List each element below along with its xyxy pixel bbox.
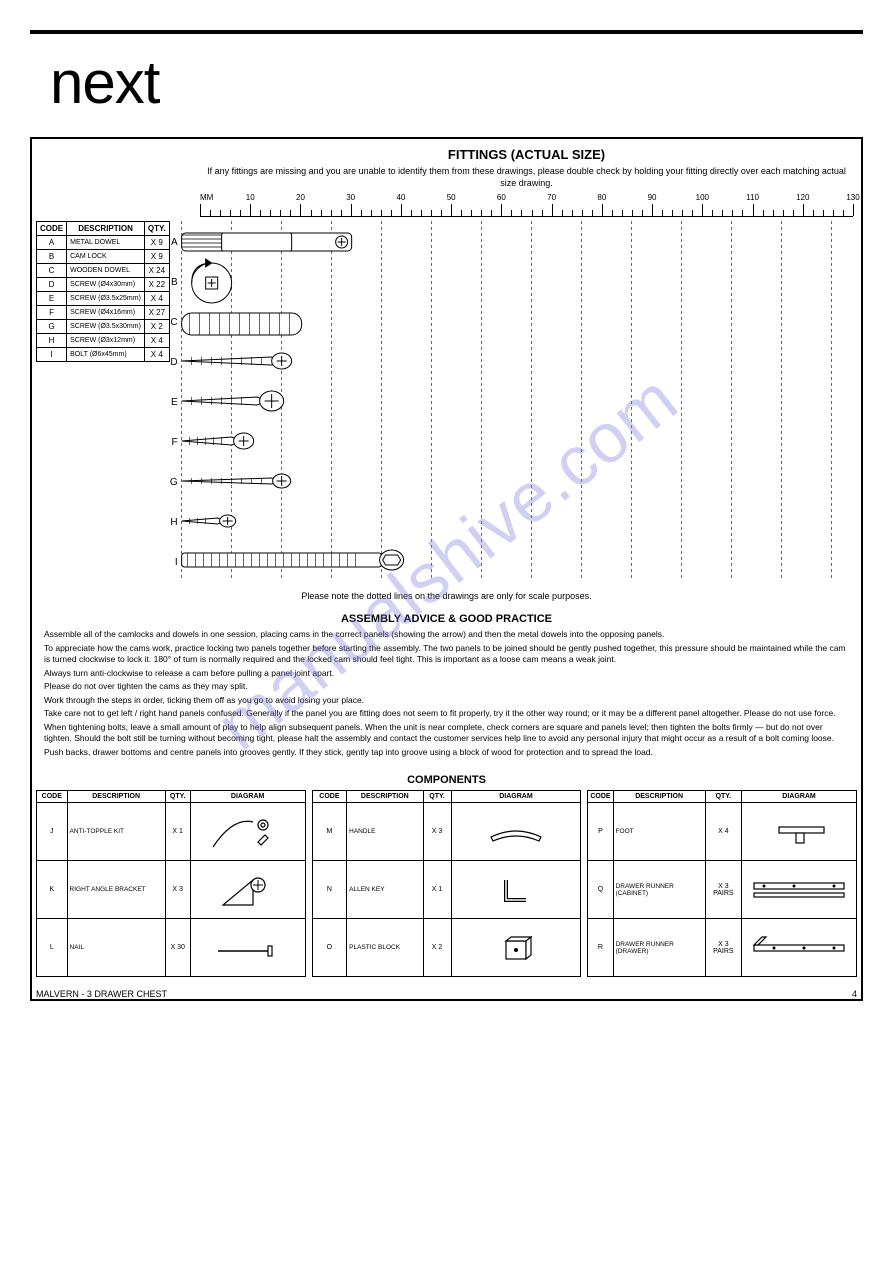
col-desc: DESCRIPTION [67, 222, 145, 236]
table-row: CWOODEN DOWELX 24 [37, 264, 170, 278]
fittings-note: If any fittings are missing and you are … [200, 166, 853, 189]
main-frame: FITTINGS (ACTUAL SIZE) If any fittings a… [30, 137, 863, 1001]
table-row: NALLEN KEYX 1 [312, 861, 581, 919]
components-title: COMPONENTS [32, 774, 861, 786]
table-row: DSCREW (Ø4x30mm)X 22 [37, 278, 170, 292]
brand-logo: next [50, 48, 863, 117]
table-row: AMETAL DOWELX 9 [37, 236, 170, 250]
svg-text:D: D [170, 357, 177, 368]
table-row: FSCREW (Ø4x16mm)X 27 [37, 306, 170, 320]
fittings-area: CODE DESCRIPTION QTY. AMETAL DOWELX 9BCA… [32, 217, 861, 585]
table-row: JANTI-TOPPLE KITX 1 [37, 803, 306, 861]
svg-text:I: I [175, 557, 178, 568]
fittings-diagram: A B C D E F G H I [170, 217, 861, 585]
table-row: QDRAWER RUNNER (CABINET)X 3 PAIRS [588, 861, 857, 919]
top-rule [30, 30, 863, 34]
table-row: BCAM LOCKX 9 [37, 250, 170, 264]
table-row: PFOOTX 4 [588, 803, 857, 861]
svg-text:C: C [170, 317, 177, 328]
components-table: CODEDESCRIPTIONQTY.DIAGRAMPFOOTX 4QDRAWE… [587, 790, 857, 977]
table-row: MHANDLEX 3 [312, 803, 581, 861]
advice-paragraph: Please do not over tighten the cams as t… [44, 681, 849, 692]
dotted-note: Please note the dotted lines on the draw… [32, 585, 861, 607]
table-row: HSCREW (Ø3x12mm)X 4 [37, 334, 170, 348]
advice-paragraph: To appreciate how the cams work, practic… [44, 643, 849, 666]
advice-title: ASSEMBLY ADVICE & GOOD PRACTICE [44, 613, 849, 625]
page: next FITTINGS (ACTUAL SIZE) If any fitti… [0, 0, 893, 1021]
svg-text:A: A [171, 237, 178, 248]
footer: MALVERN - 3 DRAWER CHEST 4 [32, 983, 861, 999]
svg-text:H: H [170, 517, 177, 528]
advice-paragraph: Assemble all of the camlocks and dowels … [44, 629, 849, 640]
advice-paragraph: Push backs, drawer bottoms and centre pa… [44, 747, 849, 758]
fittings-svg: A B C D E F G H I [170, 221, 853, 581]
ruler-wrap: MM102030405060708090100110120130 [192, 191, 861, 217]
advice-paragraph: When tightening bolts, leave a small amo… [44, 722, 849, 745]
fittings-title: FITTINGS (ACTUAL SIZE) [200, 147, 853, 162]
fittings-title-block: FITTINGS (ACTUAL SIZE) If any fittings a… [192, 139, 861, 191]
svg-text:E: E [171, 397, 178, 408]
components-table: CODEDESCRIPTIONQTY.DIAGRAMMHANDLEX 3NALL… [312, 790, 582, 977]
svg-text:B: B [171, 277, 178, 288]
advice-paragraph: Work through the steps in order, ticking… [44, 695, 849, 706]
components-table: CODEDESCRIPTIONQTY.DIAGRAMJANTI-TOPPLE K… [36, 790, 306, 977]
fittings-table: CODE DESCRIPTION QTY. AMETAL DOWELX 9BCA… [36, 221, 170, 362]
svg-text:F: F [171, 437, 177, 448]
col-code: CODE [37, 222, 67, 236]
table-row: GSCREW (Ø3.5x30mm)X 2 [37, 320, 170, 334]
table-row: LNAILX 30 [37, 919, 306, 977]
components-row: CODEDESCRIPTIONQTY.DIAGRAMJANTI-TOPPLE K… [32, 790, 861, 983]
table-row: KRIGHT ANGLE BRACKETX 3 [37, 861, 306, 919]
col-qty: QTY. [144, 222, 169, 236]
advice-block: ASSEMBLY ADVICE & GOOD PRACTICE Assemble… [32, 607, 861, 770]
advice-paragraph: Take care not to get left / right hand p… [44, 708, 849, 719]
table-row: OPLASTIC BLOCKX 2 [312, 919, 581, 977]
table-row: IBOLT (Ø6x45mm)X 4 [37, 348, 170, 362]
ruler: MM102030405060708090100110120130 [200, 191, 853, 217]
footer-left: MALVERN - 3 DRAWER CHEST [36, 989, 167, 999]
table-row: RDRAWER RUNNER (DRAWER)X 3 PAIRS [588, 919, 857, 977]
table-row: ESCREW (Ø3.5x25mm)X 4 [37, 292, 170, 306]
svg-text:G: G [170, 477, 178, 488]
advice-paragraph: Always turn anti-clockwise to release a … [44, 668, 849, 679]
footer-right: 4 [852, 989, 857, 999]
